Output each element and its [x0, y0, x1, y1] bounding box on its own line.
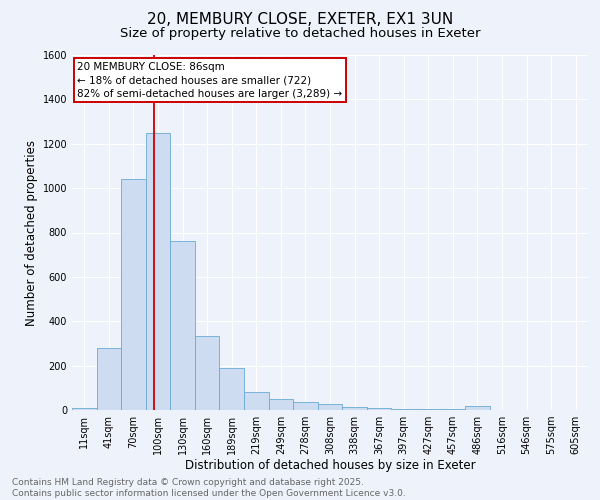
Y-axis label: Number of detached properties: Number of detached properties: [25, 140, 38, 326]
X-axis label: Distribution of detached houses by size in Exeter: Distribution of detached houses by size …: [185, 458, 475, 471]
Bar: [367, 408, 391, 410]
Bar: [244, 392, 269, 410]
Bar: [465, 406, 490, 410]
Bar: [342, 406, 367, 410]
Bar: [269, 399, 293, 410]
Bar: [146, 132, 170, 410]
Text: Contains HM Land Registry data © Crown copyright and database right 2025.
Contai: Contains HM Land Registry data © Crown c…: [12, 478, 406, 498]
Bar: [416, 409, 440, 410]
Text: 20 MEMBURY CLOSE: 86sqm
← 18% of detached houses are smaller (722)
82% of semi-d: 20 MEMBURY CLOSE: 86sqm ← 18% of detache…: [77, 62, 342, 98]
Text: Size of property relative to detached houses in Exeter: Size of property relative to detached ho…: [120, 28, 480, 40]
Bar: [293, 402, 318, 410]
Bar: [97, 348, 121, 410]
Bar: [170, 242, 195, 410]
Bar: [391, 409, 416, 410]
Bar: [318, 404, 342, 410]
Bar: [121, 180, 146, 410]
Text: 20, MEMBURY CLOSE, EXETER, EX1 3UN: 20, MEMBURY CLOSE, EXETER, EX1 3UN: [147, 12, 453, 28]
Bar: [72, 408, 97, 410]
Bar: [195, 336, 220, 410]
Bar: [220, 368, 244, 410]
Bar: [440, 409, 465, 410]
